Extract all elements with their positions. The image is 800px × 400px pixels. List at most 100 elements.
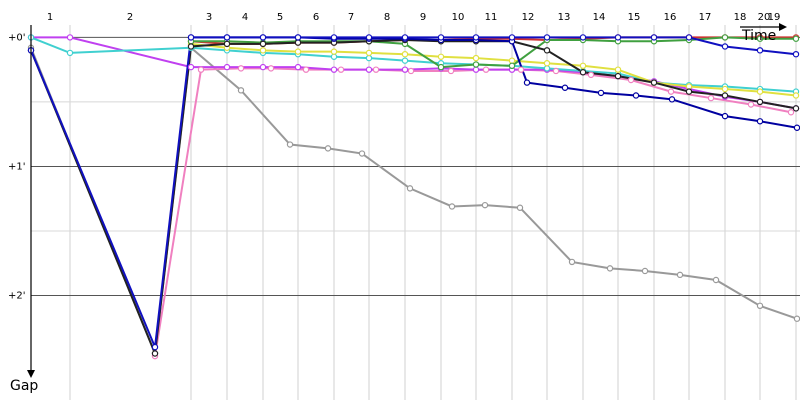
x-tick-label: 18 (734, 12, 747, 23)
series-lines (30, 36, 798, 357)
data-point (756, 302, 764, 310)
data-point (437, 63, 445, 71)
data-point (294, 63, 302, 71)
series-line (30, 36, 797, 352)
series-line (190, 42, 797, 97)
data-point (756, 35, 764, 42)
data-point (294, 48, 302, 55)
data-point (756, 88, 764, 95)
data-point (756, 47, 764, 54)
data-point (543, 60, 551, 67)
x-axis-label: Time (741, 28, 776, 44)
data-point (508, 57, 516, 64)
data-point (358, 150, 366, 157)
data-point (523, 79, 531, 86)
data-point (579, 62, 587, 70)
data-point (237, 65, 245, 72)
data-point (517, 66, 525, 73)
data-point (579, 69, 587, 76)
data-point (792, 105, 800, 112)
data-point (792, 92, 800, 99)
data-point (568, 258, 576, 266)
data-point (406, 185, 414, 192)
data-point (401, 34, 409, 41)
y-tick-label: +0' (8, 32, 26, 43)
data-point (721, 34, 729, 41)
data-point (259, 63, 267, 71)
data-point (792, 50, 800, 58)
data-point (668, 96, 676, 103)
series-line (30, 36, 797, 93)
x-tick-label: 9 (420, 12, 426, 23)
data-point (187, 34, 195, 41)
data-point (472, 61, 480, 68)
data-point (267, 65, 275, 72)
data-point (650, 34, 658, 41)
data-point (632, 92, 640, 99)
x-tick-label: 1 (47, 12, 53, 23)
data-point (792, 35, 800, 42)
data-point (508, 62, 516, 70)
data-point (597, 89, 605, 97)
data-point (543, 65, 551, 72)
data-point (747, 101, 755, 108)
data-point (472, 66, 480, 73)
x-tick-label: 5 (277, 12, 283, 23)
data-point (223, 40, 231, 48)
data-point (685, 83, 693, 90)
x-tick-label: 10 (452, 12, 465, 23)
data-point (712, 276, 720, 284)
x-tick-label: 7 (348, 12, 354, 23)
x-tick-label: 14 (593, 12, 606, 23)
data-point (337, 66, 345, 73)
data-point (187, 63, 195, 71)
x-tick-label: 12 (522, 12, 535, 23)
data-point (793, 124, 800, 131)
series-line (154, 67, 792, 357)
data-point (721, 112, 729, 120)
data-point (707, 94, 715, 102)
x-tick-label: 6 (313, 12, 319, 23)
data-point (516, 204, 524, 211)
data-point (614, 66, 622, 73)
x-tick-label: 19 (768, 12, 781, 23)
data-point (552, 67, 560, 75)
data-point (756, 98, 764, 106)
data-point (330, 66, 338, 73)
data-point (482, 66, 490, 73)
x-tick-label: 4 (242, 12, 248, 23)
data-point (756, 118, 764, 125)
data-point (401, 66, 409, 73)
data-point (667, 88, 675, 95)
x-tick-label: 11 (485, 12, 498, 23)
data-point (721, 92, 729, 99)
data-point (685, 88, 693, 95)
x-tick-label: 13 (558, 12, 571, 23)
data-point (372, 66, 380, 73)
data-point (294, 39, 302, 46)
data-point (401, 50, 409, 58)
data-point (259, 34, 267, 41)
x-tick-label: 8 (384, 12, 390, 23)
data-point (401, 57, 409, 64)
x-tick-label: 20 (758, 12, 771, 23)
x-tick-label: 16 (664, 12, 677, 23)
data-point (793, 315, 800, 322)
data-point (66, 49, 74, 57)
x-tick-label: 17 (699, 12, 712, 23)
data-point (437, 53, 445, 60)
y-axis-label: Gap (10, 378, 38, 394)
data-point (641, 267, 649, 275)
data-point (472, 34, 480, 41)
data-point (543, 47, 551, 54)
data-point (448, 203, 456, 210)
data-point (365, 66, 373, 73)
data-point (197, 66, 205, 73)
data-point (294, 34, 302, 41)
data-point (614, 72, 622, 80)
data-point (721, 85, 729, 93)
data-point (472, 54, 480, 62)
data-point (365, 34, 373, 41)
data-point (330, 53, 338, 60)
